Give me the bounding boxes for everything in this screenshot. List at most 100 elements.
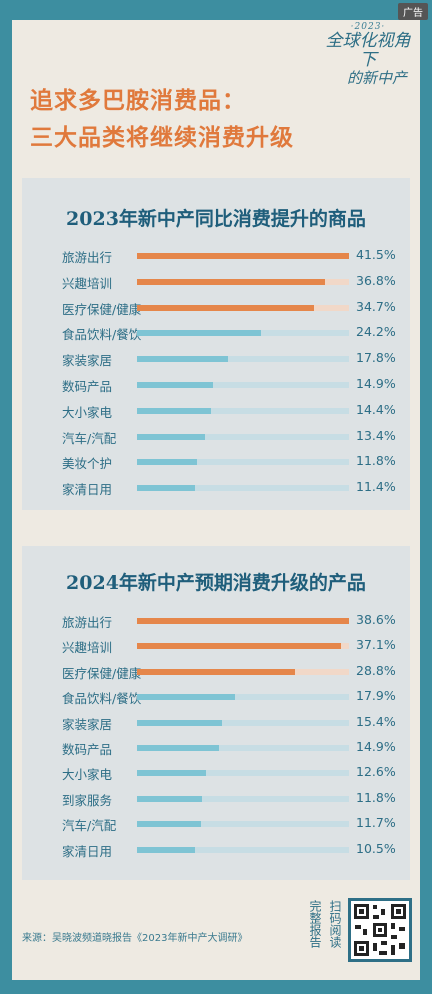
bar-row: 家清日用 10.5% xyxy=(22,839,410,861)
category-label: 家清日用 xyxy=(62,843,113,859)
source-note: 来源：吴晓波频道晓报告《2023年新中产大调研》 xyxy=(22,933,248,944)
brand-year: ·2023· xyxy=(350,22,386,32)
bar-track xyxy=(137,433,349,440)
bar-row: 食品饮料/餐饮 17.9% xyxy=(22,686,410,708)
value-label: 17.9% xyxy=(356,688,396,704)
bar xyxy=(137,745,219,751)
bar-row: 家装家居 15.4% xyxy=(22,712,410,734)
bar xyxy=(137,795,202,802)
category-label: 食品饮料/餐饮 xyxy=(62,327,142,343)
category-label: 家装家居 xyxy=(62,353,113,369)
bar xyxy=(137,356,228,363)
bar xyxy=(137,253,349,259)
category-label: 汽车/汽配 xyxy=(62,818,117,834)
category-label: 大小家电 xyxy=(62,404,113,420)
bar-track xyxy=(137,407,349,414)
bar-track xyxy=(137,821,349,828)
ad-badge: 广告 xyxy=(398,3,428,20)
bar xyxy=(137,618,349,624)
bar xyxy=(137,382,213,388)
qr-code-icon xyxy=(354,904,406,956)
value-label: 11.8% xyxy=(356,453,396,469)
headline-line-1: 追求多巴胺消费品： xyxy=(30,87,246,114)
bar xyxy=(137,304,314,311)
value-label: 12.6% xyxy=(356,764,396,780)
bar-track xyxy=(137,745,349,751)
chart-title-2023: 2023年新中产同比消费提升的商品 xyxy=(66,208,366,230)
bar xyxy=(137,278,325,285)
value-label: 10.5% xyxy=(356,840,396,856)
bar-track xyxy=(137,846,349,853)
bar xyxy=(137,846,195,853)
bar-row: 数码产品 14.9% xyxy=(22,737,410,759)
chart-title-2024: 2024年新中产预期消费升级的产品 xyxy=(66,572,366,594)
category-label: 兴趣培训 xyxy=(62,275,113,291)
bar-track xyxy=(137,719,349,726)
category-label: 医疗保健/健康 xyxy=(62,665,142,681)
bar xyxy=(137,433,205,440)
value-label: 38.6% xyxy=(356,612,396,627)
bar xyxy=(137,459,197,466)
value-label: 13.4% xyxy=(356,427,396,443)
headline-line-2: 三大品类将继续消费升级 xyxy=(30,124,294,151)
value-label: 41.5% xyxy=(356,247,396,262)
qr-caption-right[interactable]: 扫码阅读 xyxy=(328,900,342,948)
value-label: 36.8% xyxy=(356,272,396,288)
bar xyxy=(137,485,195,492)
bar-row: 医疗保健/健康 28.8% xyxy=(22,661,410,683)
bar xyxy=(137,407,211,414)
bar-row: 家清日用 11.4% xyxy=(22,477,410,499)
category-label: 家清日用 xyxy=(62,482,113,498)
value-label: 28.8% xyxy=(356,662,396,678)
bar-row: 兴趣培训 36.8% xyxy=(22,271,410,293)
bar-track xyxy=(137,382,349,388)
bar-track xyxy=(137,356,349,363)
bar-row: 医疗保健/健康 34.7% xyxy=(22,297,410,319)
bar xyxy=(137,668,295,675)
bar-track xyxy=(137,694,349,701)
qr-code[interactable] xyxy=(348,898,412,962)
chart-panel-2024: 2024年新中产预期消费升级的产品 旅游出行 38.6% 兴趣培训 37.1% 医疗保健… xyxy=(22,546,410,880)
bar-row: 美妆个护 11.8% xyxy=(22,451,410,473)
brand-line-1: 全球化视角下 xyxy=(325,31,411,70)
bar xyxy=(137,694,235,701)
category-label: 大小家电 xyxy=(62,767,113,783)
bar-row: 大小家电 14.4% xyxy=(22,400,410,422)
bar-track xyxy=(137,330,349,337)
value-label: 11.4% xyxy=(356,479,396,495)
category-label: 数码产品 xyxy=(62,742,113,757)
bar xyxy=(137,719,222,726)
category-label: 医疗保健/健康 xyxy=(62,301,142,317)
value-label: 11.8% xyxy=(356,789,396,805)
brand-line-2: 的新中产 xyxy=(346,69,407,87)
bar-row: 兴趣培训 37.1% xyxy=(22,635,410,657)
qr-caption-left: 完整报告 xyxy=(308,900,322,948)
value-label: 37.1% xyxy=(356,637,396,653)
bar xyxy=(137,770,206,777)
category-label: 美妆个护 xyxy=(62,456,113,472)
bar-row: 汽车/汽配 11.7% xyxy=(22,813,410,835)
bar-row: 旅游出行 41.5% xyxy=(22,245,410,267)
bar-row: 大小家电 12.6% xyxy=(22,762,410,784)
bar xyxy=(137,643,341,650)
value-label: 14.9% xyxy=(356,739,396,754)
category-label: 汽车/汽配 xyxy=(62,430,117,446)
category-label: 旅游出行 xyxy=(62,615,113,630)
brand-logo: ·2023· 全球化视角下 的新中产 xyxy=(322,22,414,87)
category-label: 兴趣培训 xyxy=(62,640,113,656)
bar xyxy=(137,330,261,337)
value-label: 34.7% xyxy=(356,298,396,314)
category-label: 旅游出行 xyxy=(62,250,113,265)
bar-track xyxy=(137,459,349,466)
category-label: 数码产品 xyxy=(62,379,113,394)
bar-track xyxy=(137,253,349,259)
bar-row: 到家服务 11.8% xyxy=(22,788,410,810)
bar-row: 家装家居 17.8% xyxy=(22,348,410,370)
bar-row: 食品饮料/餐饮 24.2% xyxy=(22,322,410,344)
bar-row: 旅游出行 38.6% xyxy=(22,610,410,632)
bar xyxy=(137,821,201,828)
bar-track xyxy=(137,795,349,802)
bar-track xyxy=(137,643,349,650)
bar-track xyxy=(137,668,349,675)
value-label: 14.4% xyxy=(356,401,396,417)
